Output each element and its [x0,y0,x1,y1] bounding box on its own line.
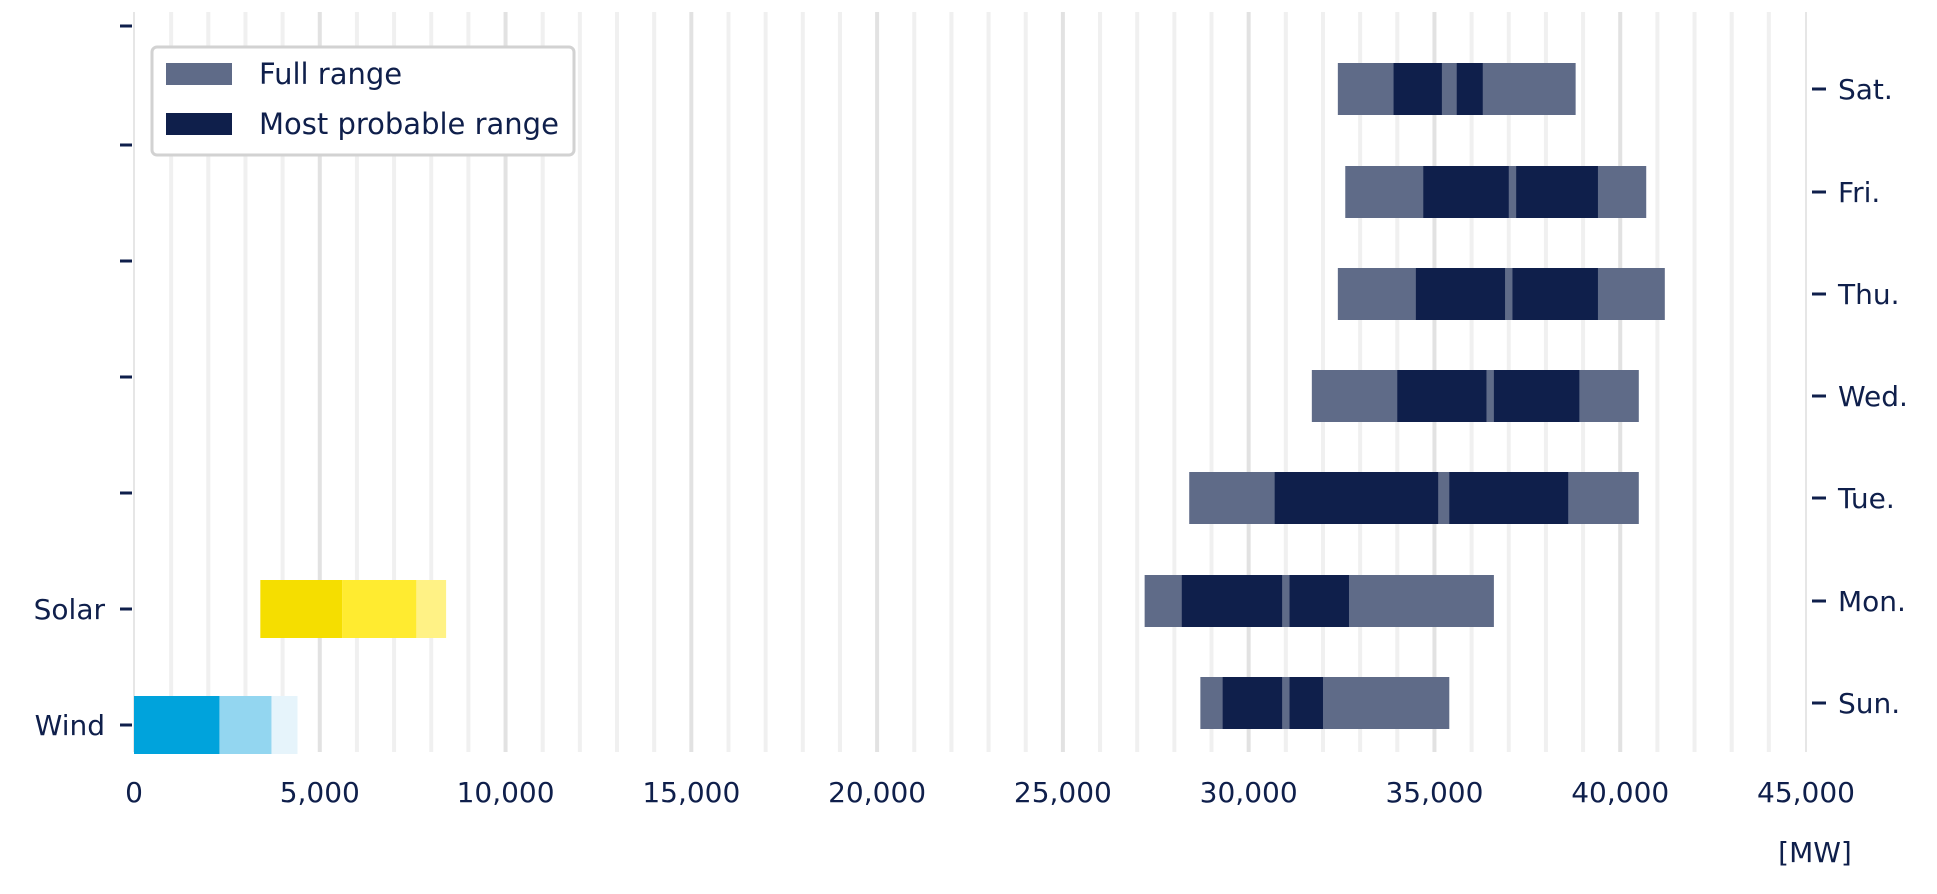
wind-range-segment [134,696,220,754]
most-probable-range-bar [1397,370,1487,422]
legend-label-full-range: Full range [259,57,402,91]
legend-frame [150,45,576,157]
wind-range-segment [271,696,298,754]
most-probable-range-bar [1516,166,1598,218]
unit-label: [MW] [1778,836,1852,869]
most-probable-range-bar [1181,575,1283,627]
right-axis-days: Sat. Fri. Thu. Wed. Tue. Mon. Sun. [1812,73,1908,720]
x-tick-label: 10,000 [457,776,555,809]
most-probable-range-bar [1415,268,1506,320]
x-tick-label: 45,000 [1757,776,1855,809]
left-tick-label: Wind [35,709,105,742]
day-label: Sat. [1838,73,1893,106]
day-label: Wed. [1838,380,1908,413]
x-tick-label: 0 [125,776,143,809]
x-tick-label: 25,000 [1014,776,1112,809]
solar-range-segment [416,580,447,638]
bar-area [134,63,1665,754]
x-tick-label: 35,000 [1385,776,1483,809]
x-tick-label: 5,000 [280,776,360,809]
most-probable-range-bar [1456,63,1483,115]
most-probable-range-bar [1274,472,1439,524]
solar-range-segment [260,580,343,638]
most-probable-range-bar [1289,575,1349,627]
day-label: Tue. [1837,482,1895,515]
most-probable-range-bar [1512,268,1598,320]
most-probable-range-bar [1423,166,1509,218]
most-probable-range-bar [1393,63,1442,115]
legend-swatch-most-probable-range [166,113,232,135]
legend: Full range Most probable range [150,45,576,157]
wind-range-segment [219,696,272,754]
x-tick-label: 30,000 [1200,776,1298,809]
legend-label-most-probable-range: Most probable range [259,107,559,141]
left-axis: Solar Wind [34,24,132,742]
x-tick-label: 40,000 [1571,776,1669,809]
most-probable-range-bar [1289,677,1323,729]
day-label: Sun. [1838,687,1900,720]
solar-range-segment [342,580,417,638]
x-axis: 0 5,000 10,000 15,000 20,000 25,000 30,000 35,0… [125,776,1855,809]
day-label: Thu. [1837,278,1900,311]
x-tick-label: 15,000 [642,776,740,809]
most-probable-range-bar [1222,677,1283,729]
most-probable-range-bar [1449,472,1569,524]
left-tick-label: Solar [34,593,106,626]
day-label: Fri. [1838,176,1880,209]
day-label: Mon. [1838,585,1906,618]
most-probable-range-bar [1493,370,1580,422]
legend-swatch-full-range [166,63,232,85]
x-tick-label: 20,000 [828,776,926,809]
